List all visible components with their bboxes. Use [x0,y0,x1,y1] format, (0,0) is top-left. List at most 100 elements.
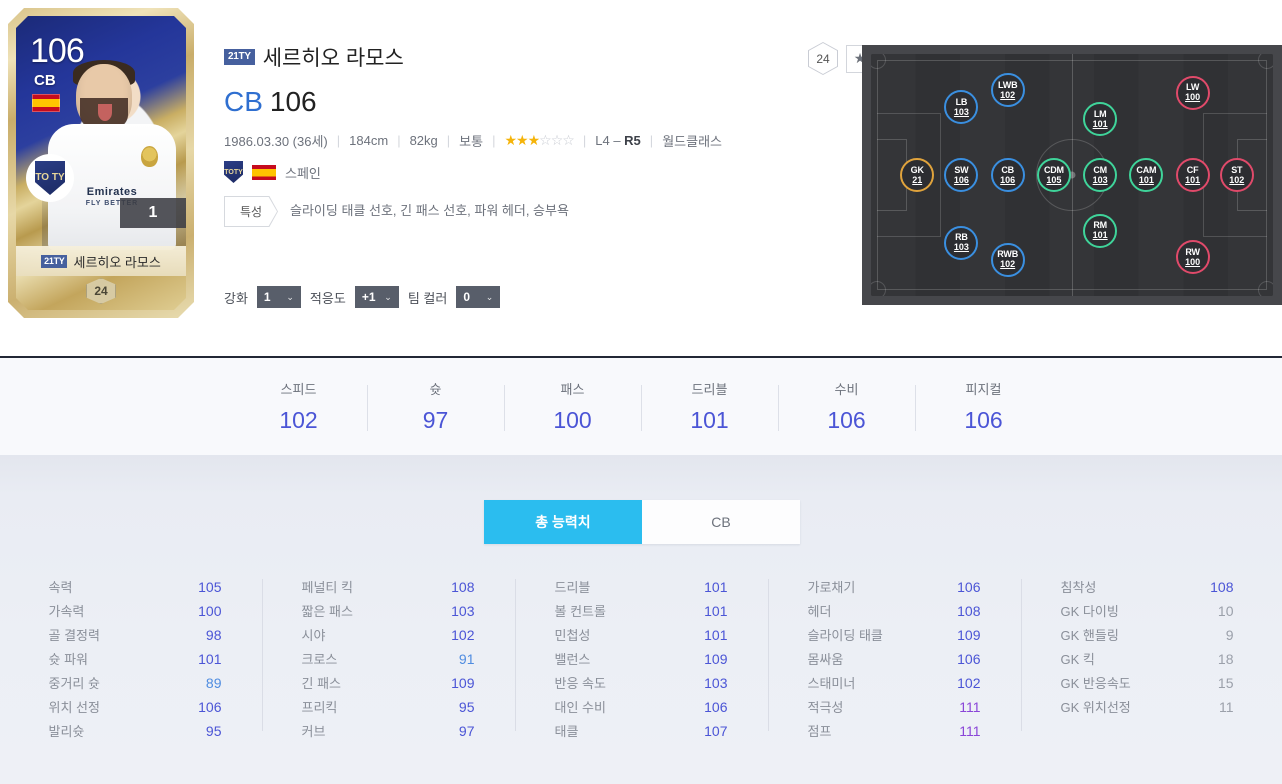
stat-value: 10 [1217,603,1234,619]
enhancement-controls: 강화 1 ⌄ 적응도 +1 ⌄ 팀 컬러 0 ⌄ [224,286,501,308]
summary-stat-2: 패스 100 [504,379,641,434]
position-node-rm[interactable]: RM 101 [1083,213,1118,248]
stat-value: 101 [704,603,728,619]
summary-stat-value: 100 [553,407,592,433]
stat-value: 109 [957,627,981,643]
stat-row: 시야 102 [302,625,475,649]
summary-stat-label: 피지컬 [965,382,1002,397]
stats-tab-0[interactable]: 총 능력치 [484,500,642,544]
position-node-cf[interactable]: CF 101 [1175,158,1210,192]
stat-row: 반응 속도 103 [555,673,728,697]
level-hex-badge: 24 [808,42,838,75]
jersey-sponsor-text: Emirates [86,186,138,198]
position-node-value: 21 [912,174,923,185]
enhance-select-1[interactable]: +1 ⌄ [354,286,399,308]
position-node-value: 102 [1000,89,1016,100]
position-node-gk[interactable]: GK 21 [900,158,935,192]
meta-divider: | [446,133,451,148]
stat-row: 볼 컨트롤 101 [555,601,728,625]
stat-value: 108 [957,603,981,619]
stat-name: 위치 선정 [48,700,100,715]
position-node-rb[interactable]: RB 103 [944,225,979,260]
position-node-label: RB [955,232,968,243]
stat-name: 가속력 [48,604,85,619]
stat-name: 발리슛 [48,724,85,739]
position-node-st[interactable]: ST 102 [1219,158,1254,192]
stat-row: 가속력 100 [49,601,222,625]
stat-name: 짧은 패스 [301,604,353,619]
position-node-label: CM [1093,164,1107,175]
foot-skill-suffix: R5 [624,133,641,148]
stat-value: 102 [451,627,475,643]
card-artwork: Emirates FLY BETTER 106 CB TO TY 1 21TY … [16,16,186,310]
position-node-label: CAM [1136,164,1157,175]
position-node-value: 102 [1000,259,1016,270]
summary-stat-value: 106 [964,407,1003,433]
stat-name: GK 핸들링 [1060,628,1119,643]
pitch-center-spot [1068,171,1076,179]
stat-value: 11 [1218,699,1234,715]
stat-row: 속력 105 [49,577,222,601]
meta-divider: | [492,133,496,148]
stat-value: 98 [205,627,222,643]
stat-column-3: 가로채기 106 헤더 108 슬라이딩 태클 109 몸싸움 106 스태미너 102 적극성 11… [767,577,1021,745]
stat-row: 몸싸움 106 [808,649,981,673]
spain-flag-icon [32,94,60,112]
position-node-lb[interactable]: LB 103 [944,90,979,125]
position-node-value: 101 [1185,174,1201,185]
position-node-value: 105 [1046,174,1062,185]
position-node-cb[interactable]: CB 106 [990,158,1025,192]
position-node-label: LWB [997,79,1018,90]
height: 184cm [349,133,389,148]
position-node-lm[interactable]: LM 101 [1083,102,1118,137]
position-node-label: CB [1001,164,1014,175]
stats-tab-1[interactable]: CB [642,500,800,544]
stat-column-2: 드리블 101 볼 컨트롤 101 민첩성 101 밸런스 109 반응 속도 103 대인 수비 1… [514,577,768,745]
position-node-cdm[interactable]: CDM 105 [1036,158,1071,192]
position-node-lwb[interactable]: LWB 102 [990,73,1025,108]
stat-row: 대인 수비 106 [555,697,728,721]
club-badge-icon: TOTY [224,161,243,183]
summary-stat-label: 패스 [560,382,585,397]
position-map: GK 21 SW 106 LB 103 RB 103 CB 106 LWB 102 RWB 102 CDM 1… [862,45,1282,305]
position-node-label: ST [1231,164,1243,175]
position-node-cam[interactable]: CAM 101 [1129,158,1164,192]
position-node-rw[interactable]: RW 100 [1175,240,1210,275]
stats-tab-group: 총 능력치 CB [484,500,800,544]
position-node-value: 103 [953,242,969,253]
position-node-sw[interactable]: SW 106 [944,158,979,192]
position-node-value: 100 [1185,256,1201,267]
position-node-label: LB [955,96,968,107]
stat-row: 위치 선정 106 [49,697,222,721]
position-node-cm[interactable]: CM 103 [1083,158,1118,192]
summary-stat-value: 106 [827,407,866,433]
stat-value: 89 [205,675,222,691]
summary-stat-5: 피지컬 106 [915,379,1052,434]
stat-row: 긴 패스 109 [302,673,475,697]
stat-name: 헤더 [807,604,832,619]
stat-value: 91 [458,651,475,667]
player-card[interactable]: Emirates FLY BETTER 106 CB TO TY 1 21TY … [0,0,205,330]
toty-shield-icon: TO TY [35,161,65,195]
position-node-rwb[interactable]: RWB 102 [990,242,1025,277]
card-frame: Emirates FLY BETTER 106 CB TO TY 1 21TY … [8,8,194,318]
stat-value: 106 [957,651,981,667]
stat-value: 106 [198,699,222,715]
enhance-select-0[interactable]: 1 ⌄ [256,286,301,308]
position-node-label: CF [1186,164,1199,175]
pitch-left-penalty-box [877,113,941,237]
stat-name: 적극성 [807,700,844,715]
stat-value: 15 [1217,675,1234,691]
summary-stat-label: 수비 [834,382,859,397]
summary-stat-1: 슛 97 [367,379,504,434]
position-node-value: 106 [1000,174,1016,185]
stat-name: 속력 [48,580,73,595]
stat-column-0: 속력 105 가속력 100 골 결정력 98 슛 파워 101 중거리 슛 89 위치 선정 106… [9,577,262,745]
stat-name: 가로채기 [807,580,856,595]
main-overall: 106 [269,86,317,117]
enhance-select-2[interactable]: 0 ⌄ [456,286,501,308]
position-node-lw[interactable]: LW 100 [1175,75,1210,110]
star-filled-icon: ★ [504,132,517,148]
position-node-value: 103 [953,106,969,117]
stat-row: GK 위치선정 11 [1061,697,1234,721]
